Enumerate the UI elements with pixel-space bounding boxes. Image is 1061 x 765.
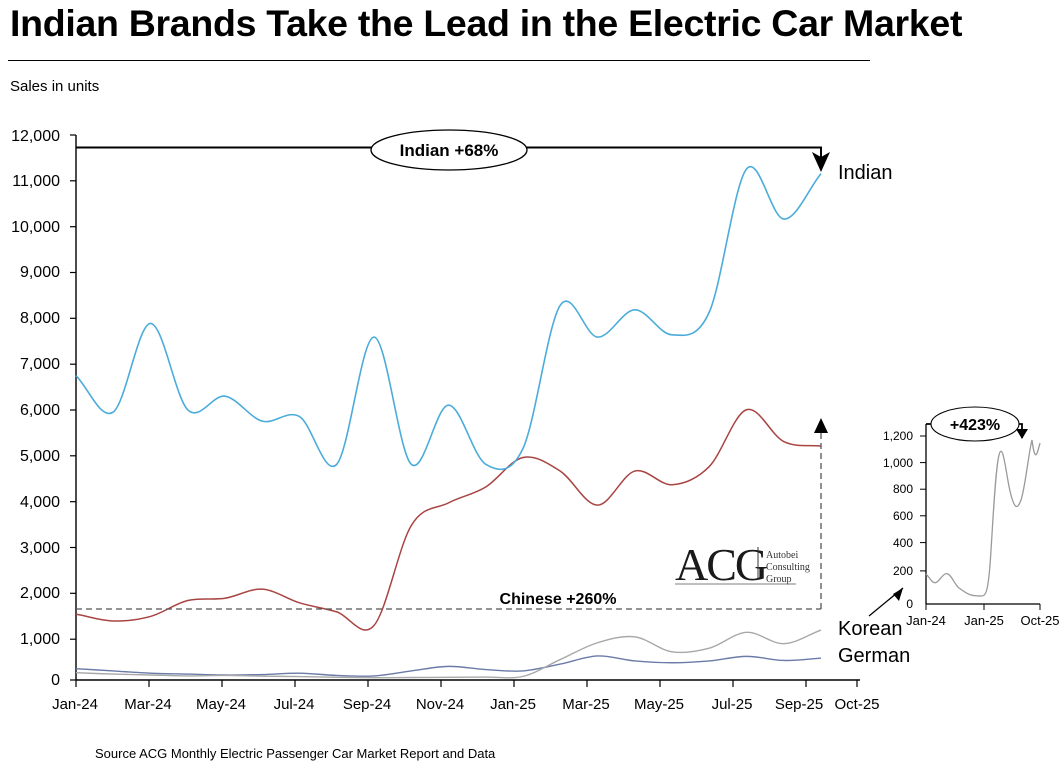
svg-text:600: 600 bbox=[893, 509, 913, 523]
svg-text:Consulting: Consulting bbox=[766, 562, 810, 573]
svg-text:Jan-24: Jan-24 bbox=[906, 613, 946, 628]
svg-text:Group: Group bbox=[766, 574, 792, 585]
svg-text:400: 400 bbox=[893, 536, 913, 550]
svg-text:1,000: 1,000 bbox=[883, 456, 913, 470]
svg-text:200: 200 bbox=[893, 564, 913, 578]
svg-text:Indian +68%: Indian +68% bbox=[400, 141, 499, 160]
svg-text:Chinese +260%: Chinese +260% bbox=[500, 591, 617, 608]
svg-text:Oct-25: Oct-25 bbox=[1020, 613, 1059, 628]
svg-text:0: 0 bbox=[906, 597, 913, 611]
svg-text:ACG: ACG bbox=[675, 539, 767, 590]
svg-text:1,200: 1,200 bbox=[883, 429, 913, 443]
svg-text:Jan-25: Jan-25 bbox=[964, 613, 1004, 628]
svg-text:Autobei: Autobei bbox=[766, 550, 798, 561]
svg-text:+423%: +423% bbox=[950, 417, 1000, 434]
svg-text:800: 800 bbox=[893, 482, 913, 496]
